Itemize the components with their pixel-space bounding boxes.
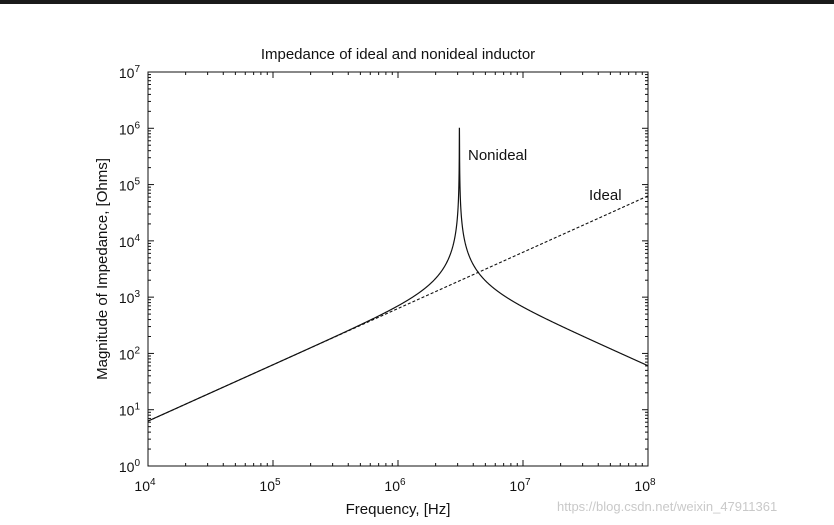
tick-base: 10 (119, 234, 135, 250)
tick-base: 10 (119, 178, 135, 194)
tick-base: 10 (119, 403, 135, 419)
y-tick-label: 101 (119, 402, 141, 419)
tick-base: 10 (134, 478, 150, 494)
nonideal-curve (147, 127, 649, 422)
x-tick-label: 104 (134, 477, 156, 494)
series-lines (147, 127, 649, 422)
tick-exponent: 5 (275, 477, 281, 488)
tick-base: 10 (259, 478, 275, 494)
y-tick-label: 102 (119, 345, 141, 362)
y-tick-label: 107 (119, 64, 141, 81)
series-label-ideal: Ideal (589, 187, 622, 204)
x-tick-label: 107 (509, 477, 531, 494)
y-tick-label: 100 (119, 458, 141, 475)
tick-exponent: 0 (134, 458, 140, 469)
plot-frame (147, 71, 649, 467)
tick-base: 10 (119, 459, 135, 475)
axis-ticks (147, 71, 649, 467)
tick-base: 10 (119, 346, 135, 362)
tick-base: 10 (509, 478, 525, 494)
tick-exponent: 8 (650, 477, 656, 488)
tick-exponent: 4 (134, 233, 140, 244)
tick-base: 10 (119, 65, 135, 81)
top-border (0, 0, 834, 4)
tick-base: 10 (119, 290, 135, 306)
x-axis-label: Frequency, [Hz] (346, 501, 451, 518)
tick-exponent: 7 (134, 64, 140, 75)
y-tick-label: 105 (119, 177, 141, 194)
y-tick-label: 106 (119, 120, 141, 137)
y-tick-label: 103 (119, 289, 141, 306)
x-tick-label: 108 (634, 477, 656, 494)
series-label-nonideal: Nonideal (468, 147, 527, 164)
x-tick-label: 105 (259, 477, 281, 494)
tick-base: 10 (634, 478, 650, 494)
tick-exponent: 3 (134, 289, 140, 300)
tick-base: 10 (384, 478, 400, 494)
y-axis-label: Magnitude of Impedance, [Ohms] (94, 158, 111, 380)
watermark: https://blog.csdn.net/weixin_47911361 (557, 499, 778, 514)
tick-exponent: 7 (525, 477, 531, 488)
chart-title: Impedance of ideal and nonideal inductor (261, 46, 535, 63)
tick-exponent: 2 (134, 345, 140, 356)
tick-exponent: 4 (150, 477, 156, 488)
tick-base: 10 (119, 121, 135, 137)
tick-exponent: 5 (134, 177, 140, 188)
tick-exponent: 6 (134, 120, 140, 131)
x-tick-label: 106 (384, 477, 406, 494)
y-tick-label: 104 (119, 233, 141, 250)
tick-exponent: 6 (400, 477, 406, 488)
tick-exponent: 1 (134, 402, 140, 413)
